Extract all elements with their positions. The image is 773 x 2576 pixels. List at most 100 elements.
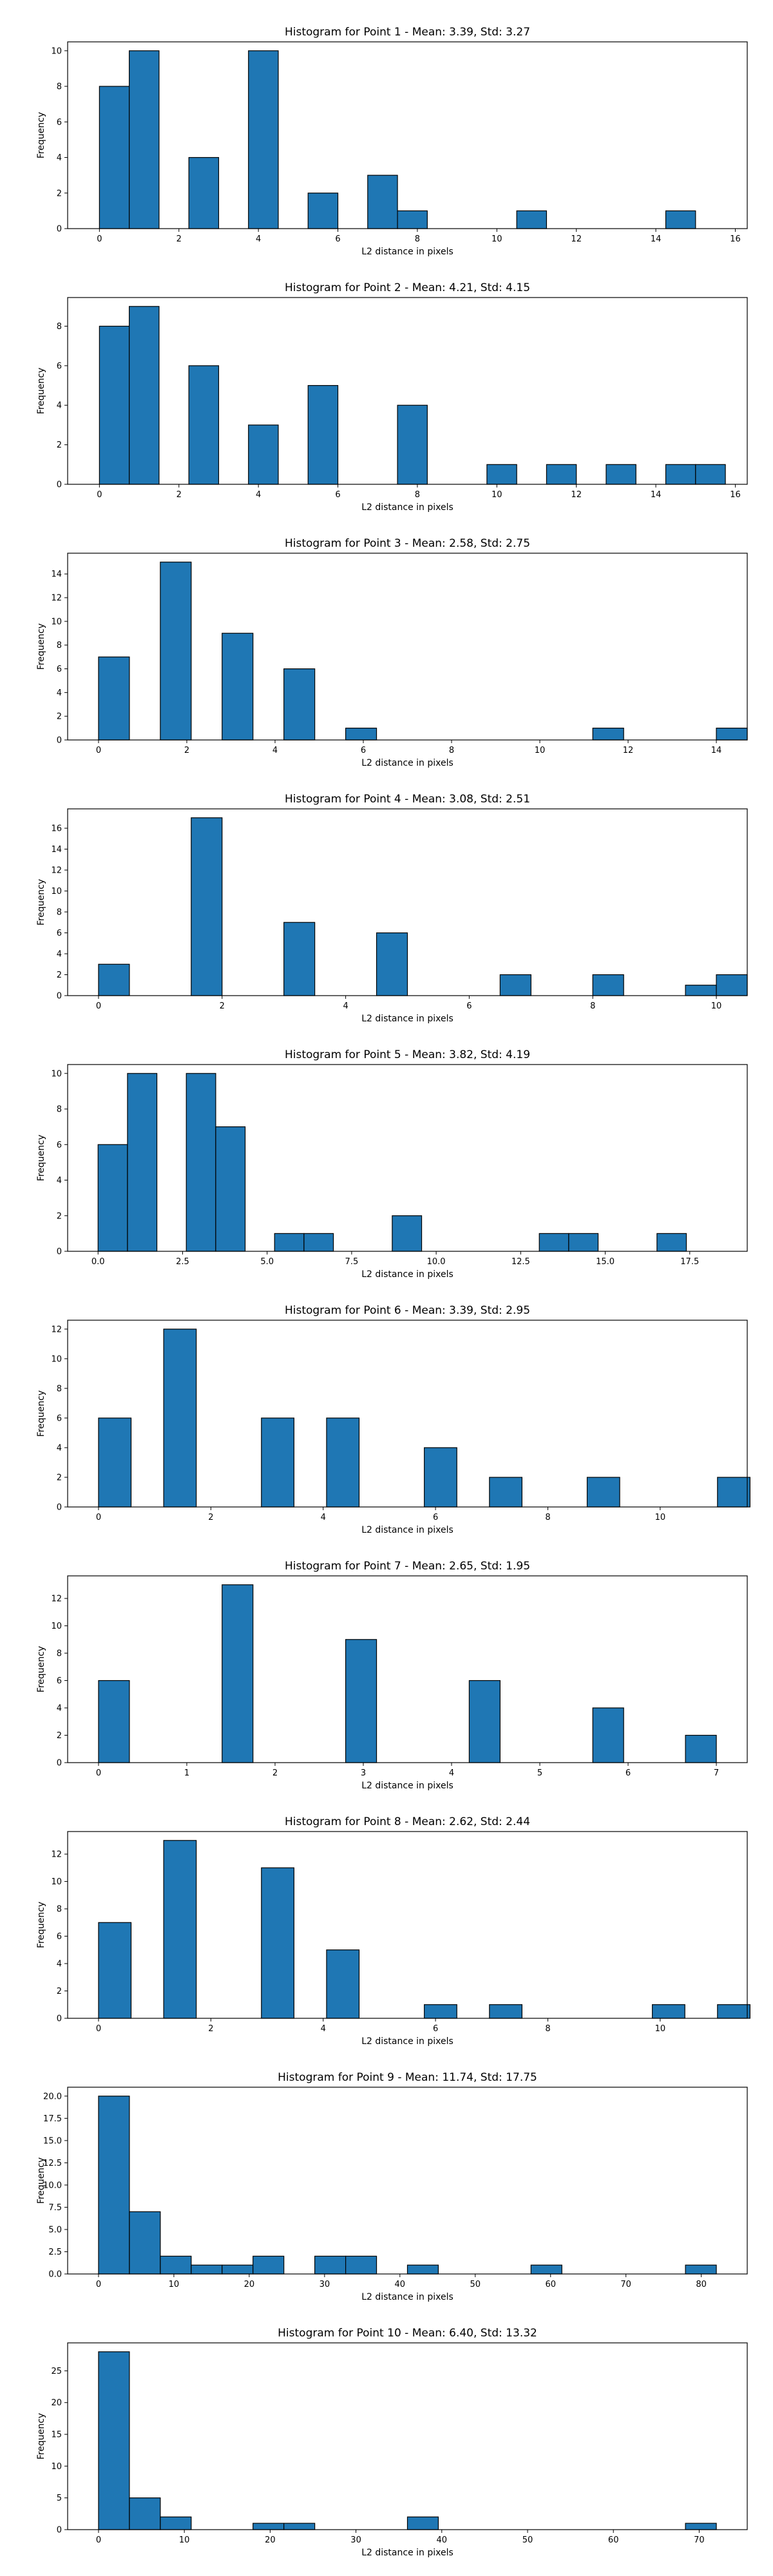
x-tick-label: 4 bbox=[449, 1768, 454, 1778]
histogram-bar bbox=[188, 365, 220, 485]
x-axis-label: L2 distance in pixels bbox=[361, 758, 453, 768]
y-tick-label: 4 bbox=[57, 1960, 62, 1969]
x-tick-label: 2 bbox=[208, 1513, 213, 1522]
axes-frame bbox=[67, 1575, 748, 1763]
x-tick-label: 70 bbox=[694, 2535, 705, 2545]
histogram-bar bbox=[326, 1417, 360, 1508]
y-tick-label: 6 bbox=[57, 1932, 62, 1942]
x-tick-label: 6 bbox=[433, 2024, 438, 2034]
x-tick-label: 10 bbox=[711, 1001, 722, 1011]
y-tick-label: 2 bbox=[57, 712, 62, 722]
x-axis-label: L2 distance in pixels bbox=[361, 2548, 453, 2558]
y-tick-label: 4 bbox=[57, 1704, 62, 1714]
histogram-bar bbox=[546, 464, 577, 485]
histogram-bar bbox=[283, 668, 316, 741]
x-tick-label: 10 bbox=[535, 746, 546, 755]
y-tick-label: 12 bbox=[51, 866, 62, 876]
histogram-bar bbox=[685, 985, 717, 996]
x-tick-label: 0 bbox=[96, 2024, 101, 2034]
y-tick-label: 14 bbox=[51, 845, 62, 855]
x-tick-label: 60 bbox=[608, 2535, 619, 2545]
y-axis-label: Frequency bbox=[36, 1902, 46, 1948]
axes-frame bbox=[67, 553, 748, 741]
y-tick-label: 0 bbox=[57, 736, 62, 746]
x-tick-label: 4 bbox=[256, 490, 261, 500]
x-tick-label: 70 bbox=[620, 2280, 631, 2289]
x-tick-label: 4 bbox=[321, 1513, 326, 1522]
histogram-bar bbox=[717, 1477, 750, 1508]
y-tick-label: 14 bbox=[51, 570, 62, 580]
chart-title: Histogram for Point 9 - Mean: 11.74, Std… bbox=[278, 2071, 537, 2084]
histogram-bar bbox=[222, 632, 254, 741]
x-tick-label: 50 bbox=[522, 2535, 533, 2545]
y-tick-label: 4 bbox=[57, 688, 62, 698]
y-tick-label: 15.0 bbox=[43, 2136, 62, 2146]
chart-title: Histogram for Point 8 - Mean: 2.62, Std:… bbox=[285, 1815, 530, 1828]
axes-frame bbox=[67, 1831, 748, 2019]
histogram-bar bbox=[468, 1680, 501, 1763]
y-tick-label: 2 bbox=[57, 440, 62, 450]
chart-panel-9: Histogram for Point 9 - Mean: 11.74, Std… bbox=[36, 2071, 748, 2302]
chart-title: Histogram for Point 5 - Mean: 3.82, Std:… bbox=[285, 1048, 530, 1061]
y-axis-label: Frequency bbox=[36, 1390, 46, 1437]
axes-frame bbox=[67, 808, 748, 996]
y-tick-label: 12 bbox=[51, 594, 62, 603]
y-tick-label: 0 bbox=[57, 1759, 62, 1768]
histogram-bar bbox=[392, 1215, 423, 1252]
y-tick-label: 25 bbox=[51, 2367, 62, 2376]
axes-frame bbox=[67, 1064, 748, 1252]
x-axis-label: L2 distance in pixels bbox=[361, 2036, 453, 2047]
histogram-bar bbox=[499, 974, 531, 996]
x-tick-label: 8 bbox=[545, 2024, 550, 2034]
x-tick-label: 8 bbox=[415, 490, 420, 500]
histogram-bar bbox=[283, 2523, 316, 2530]
y-tick-label: 10 bbox=[51, 46, 62, 56]
y-tick-label: 8 bbox=[57, 1905, 62, 1915]
chart-title: Histogram for Point 2 - Mean: 4.21, Std:… bbox=[285, 281, 530, 294]
x-tick-label: 14 bbox=[711, 746, 722, 755]
y-axis-label: Frequency bbox=[36, 879, 46, 925]
y-tick-label: 6 bbox=[57, 665, 62, 674]
y-tick-label: 2 bbox=[57, 1731, 62, 1741]
y-tick-label: 0 bbox=[57, 2014, 62, 2024]
y-tick-label: 10 bbox=[51, 617, 62, 627]
x-tick-label: 12 bbox=[571, 490, 582, 500]
histogram-bar bbox=[99, 86, 130, 229]
histogram-bar bbox=[253, 2255, 285, 2275]
y-tick-label: 10 bbox=[51, 887, 62, 896]
y-tick-label: 2.5 bbox=[48, 2248, 62, 2257]
chart-panel-1: Histogram for Point 1 - Mean: 3.39, Std:… bbox=[36, 26, 748, 257]
histogram-bar bbox=[98, 656, 130, 741]
x-tick-label: 6 bbox=[335, 234, 340, 244]
x-tick-label: 20 bbox=[244, 2280, 255, 2289]
y-tick-label: 2 bbox=[57, 189, 62, 198]
y-tick-label: 12 bbox=[51, 1850, 62, 1860]
x-tick-label: 10 bbox=[655, 1513, 666, 1522]
chart-title: Histogram for Point 7 - Mean: 2.65, Std:… bbox=[285, 1560, 530, 1573]
chart-panel-2: Histogram for Point 2 - Mean: 4.21, Std:… bbox=[36, 281, 748, 513]
histogram-bar bbox=[129, 50, 160, 229]
histogram-bar bbox=[592, 974, 624, 996]
y-tick-label: 10 bbox=[51, 1877, 62, 1887]
chart-title: Histogram for Point 4 - Mean: 3.08, Std:… bbox=[285, 793, 530, 806]
x-tick-label: 8 bbox=[449, 746, 454, 755]
histogram-bar bbox=[307, 384, 339, 485]
chart-panel-5: Histogram for Point 5 - Mean: 3.82, Std:… bbox=[36, 1048, 748, 1280]
histogram-bar bbox=[685, 2523, 717, 2530]
x-tick-label: 10 bbox=[169, 2280, 180, 2289]
y-tick-label: 8 bbox=[57, 641, 62, 650]
y-tick-label: 20.0 bbox=[43, 2092, 62, 2101]
histogram-bar bbox=[592, 727, 624, 741]
histogram-bar bbox=[163, 1329, 197, 1508]
histogram-bar bbox=[367, 175, 398, 229]
x-tick-label: 40 bbox=[395, 2280, 406, 2289]
chart-panel-3: Histogram for Point 3 - Mean: 2.58, Std:… bbox=[36, 537, 748, 768]
y-tick-label: 5 bbox=[57, 2494, 62, 2503]
x-tick-label: 16 bbox=[730, 490, 741, 500]
histogram-bar bbox=[716, 974, 748, 996]
histogram-bar bbox=[685, 1734, 717, 1763]
x-tick-label: 50 bbox=[470, 2280, 481, 2289]
histogram-bar bbox=[376, 932, 408, 996]
histogram-bar bbox=[98, 1680, 130, 1763]
y-tick-label: 12 bbox=[51, 1325, 62, 1334]
